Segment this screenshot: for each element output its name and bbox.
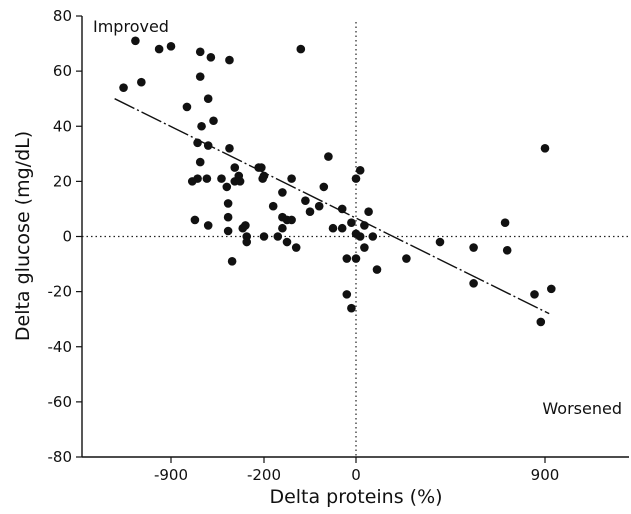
data-point (360, 243, 369, 252)
data-point (500, 218, 510, 228)
data-points (119, 36, 556, 327)
data-point (166, 42, 176, 51)
data-point (360, 221, 369, 230)
data-point (273, 232, 283, 241)
data-point (193, 138, 202, 148)
y-tick-label: 60 (53, 62, 72, 80)
y-tick-label: 20 (53, 172, 72, 190)
annotation-improved: Improved (93, 17, 169, 36)
data-point (257, 163, 266, 172)
data-point (223, 199, 233, 208)
data-point (197, 121, 206, 131)
chart-labels: Delta proteins (%) Delta glucose (mg/dL) I… (12, 17, 622, 508)
data-point (259, 232, 269, 241)
data-point (222, 182, 232, 192)
data-point (227, 257, 237, 266)
y-tick-label: 80 (53, 7, 72, 25)
data-point (223, 226, 233, 236)
data-point (368, 232, 378, 241)
data-point (235, 177, 245, 186)
data-point (278, 188, 287, 197)
data-point (540, 144, 550, 153)
data-point (337, 204, 347, 214)
data-point (372, 265, 382, 274)
data-point (502, 245, 512, 255)
y-axis-title: Delta glucose (mg/dL) (12, 131, 34, 341)
data-point (547, 284, 556, 294)
data-point (131, 36, 140, 46)
data-point (137, 77, 146, 87)
y-tick-label: -80 (48, 448, 73, 466)
data-point (287, 215, 296, 225)
data-point (435, 237, 445, 247)
data-point (355, 166, 365, 175)
y-tick-label: 0 (62, 228, 72, 246)
data-point (241, 221, 250, 230)
data-point (328, 223, 338, 233)
data-point (268, 201, 278, 211)
data-point (182, 102, 192, 112)
data-point (119, 83, 128, 92)
data-point (402, 254, 411, 263)
data-point (301, 196, 310, 205)
data-point (469, 243, 478, 252)
data-point (305, 207, 315, 216)
x-tick-label: 0 (351, 466, 361, 484)
data-point (225, 55, 234, 65)
y-tick-label: -60 (48, 393, 73, 411)
data-point (203, 221, 213, 230)
data-point (187, 177, 197, 186)
data-point (195, 157, 205, 167)
data-point (223, 212, 233, 222)
data-point (154, 44, 164, 54)
data-point (319, 182, 329, 192)
data-point (347, 303, 356, 313)
data-point (364, 207, 373, 216)
data-point (351, 174, 361, 183)
x-tick-label: -200 (247, 466, 281, 484)
data-point (195, 72, 205, 81)
data-point (202, 174, 212, 183)
data-point (351, 229, 361, 239)
data-point (217, 174, 226, 183)
reference-lines (82, 22, 629, 457)
data-point (347, 218, 356, 228)
data-point (195, 47, 205, 57)
data-point (282, 237, 292, 247)
data-point (203, 94, 213, 103)
data-point (291, 243, 301, 252)
data-point (296, 44, 306, 54)
data-point (258, 174, 267, 183)
data-point (203, 141, 213, 150)
trend-line-group (114, 98, 550, 315)
data-point (324, 152, 333, 161)
y-tick-label: 40 (53, 117, 72, 135)
data-point (242, 237, 252, 247)
data-point (209, 116, 218, 126)
x-tick-label: -900 (154, 466, 188, 484)
data-point (225, 144, 234, 153)
y-tick-label: -40 (48, 338, 73, 356)
trend-line (114, 98, 550, 315)
y-tick-label: -20 (48, 283, 73, 301)
data-point (190, 215, 200, 225)
data-point (287, 174, 296, 183)
data-point (230, 163, 240, 172)
data-point (278, 223, 287, 233)
data-point (337, 223, 347, 233)
data-point (536, 317, 546, 327)
data-point (314, 201, 324, 211)
data-point (342, 290, 352, 299)
data-point (351, 254, 361, 263)
x-axis-title: Delta proteins (%) (269, 486, 442, 508)
data-point (206, 53, 216, 62)
data-point (469, 279, 478, 288)
annotation-worsened: Worsened (542, 399, 622, 418)
data-point (530, 290, 539, 299)
data-point (342, 254, 352, 263)
x-tick-label: 900 (531, 466, 560, 484)
